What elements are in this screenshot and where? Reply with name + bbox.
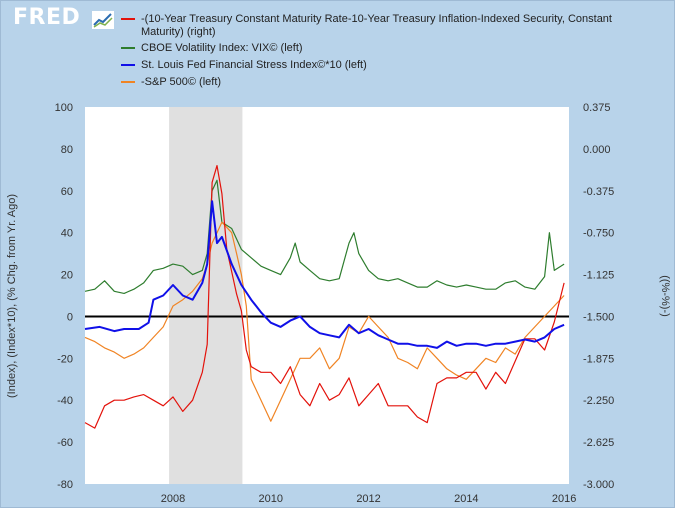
y-tick-right-2: -0.375 [583,186,614,198]
y-tick-right-6: -1.875 [583,353,614,365]
legend-item-3[interactable]: St. Louis Fed Financial Stress Index©*10… [121,59,367,72]
y-tick-right-3: -0.750 [583,228,614,240]
legend-item-4[interactable]: -S&P 500© (left) [121,76,221,89]
y-tick-right-8: -2.625 [583,437,614,449]
y-tick-right-9: -3.000 [583,479,614,491]
x-tick-1: 2010 [259,493,283,505]
x-tick-4: 2016 [552,493,576,505]
y-axis-left-title: (Index), (Index*10), (% Chg. from Yr. Ag… [6,194,18,398]
legend-label-3: St. Louis Fed Financial Stress Index©*10… [141,59,367,71]
legend-label-4: -S&P 500© (left) [141,76,222,88]
y-tick-left-4: 20 [61,270,73,282]
y-tick-left-5: 0 [67,311,73,323]
series-line-1 [84,165,565,429]
y-tick-right-7: -2.250 [583,395,614,407]
y-axis-right-title: ((%-%)-) [659,275,671,317]
y-tick-left-1: 80 [61,144,73,156]
series-line-4 [84,221,565,422]
y-tick-left-3: 40 [61,228,73,240]
recession-shading [169,107,243,484]
y-tick-left-9: -80 [57,479,73,491]
y-tick-left-6: -20 [57,353,73,365]
fred-logo-graph-icon [92,11,114,29]
x-tick-0: 2008 [161,493,185,505]
y-tick-right-1: 0.000 [583,144,611,156]
y-tick-left-0: 100 [55,102,73,114]
legend-swatch-2 [121,47,135,50]
y-tick-left-2: 60 [61,186,73,198]
legend-swatch-1 [121,18,135,21]
series-line-2 [84,179,565,294]
y-tick-right-5: -1.500 [583,311,614,323]
fred-logo[interactable]: FRED [13,5,81,30]
legend-item-1[interactable]: -(10-Year Treasury Constant Maturity Rat… [121,13,612,26]
legend-label-1-line2: Maturity) (right) [141,26,216,38]
plot-area [85,107,569,484]
legend-label-2: CBOE Volatility Index: VIX© (left) [141,42,303,54]
y-tick-right-4: -1.125 [583,270,614,282]
y-tick-right-0: 0.375 [583,102,611,114]
legend-item-2[interactable]: CBOE Volatility Index: VIX© (left) [121,42,303,55]
y-tick-left-7: -40 [57,395,73,407]
legend-swatch-4 [121,81,135,84]
x-tick-3: 2014 [454,493,478,505]
x-tick-2: 2012 [356,493,380,505]
legend-swatch-3 [121,64,135,67]
series-line-3 [84,200,565,349]
y-tick-left-8: -60 [57,437,73,449]
legend-item-1-continued: Maturity) (right) [141,26,216,39]
legend-label-1: -(10-Year Treasury Constant Maturity Rat… [141,13,612,25]
